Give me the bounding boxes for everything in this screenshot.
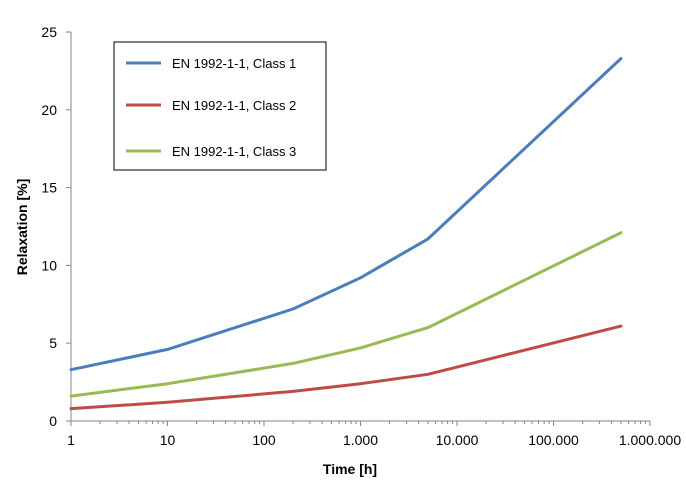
- y-tick-label: 15: [41, 180, 57, 196]
- x-tick-label: 10.000: [436, 432, 479, 448]
- series-lines: [69, 57, 623, 411]
- y-axis-title: Relaxation [%]: [14, 179, 30, 275]
- axes: 0 5 10 15 20 25 1 10 100 1.000 10.000 100.000 1.000.…: [41, 24, 681, 448]
- y-tick-label: 20: [41, 102, 57, 118]
- legend-label-class-3: EN 1992-1-1, Class 3: [172, 144, 296, 159]
- legend-label-class-1: EN 1992-1-1, Class 1: [172, 56, 296, 71]
- series-line-class-3: [69, 231, 623, 398]
- legend-label-class-2: EN 1992-1-1, Class 2: [172, 98, 296, 113]
- series-line-class-2: [69, 324, 623, 411]
- x-tick-label: 10: [160, 432, 176, 448]
- y-tick-label: 10: [41, 257, 57, 273]
- x-tick-label: 100: [252, 432, 276, 448]
- x-tick-label: 100.000: [528, 432, 579, 448]
- x-tick-label: 1: [67, 432, 75, 448]
- y-tick-label: 5: [49, 335, 57, 351]
- x-axis-title: Time [h]: [323, 461, 377, 477]
- series-line-class-1: [69, 57, 623, 372]
- legend: EN 1992-1-1, Class 1 EN 1992-1-1, Class 2…: [113, 41, 327, 171]
- y-tick-label: 0: [49, 413, 57, 429]
- y-tick-label: 25: [41, 24, 57, 40]
- x-tick-label: 1.000: [343, 432, 378, 448]
- x-tick-label: 1.000.000: [619, 432, 681, 448]
